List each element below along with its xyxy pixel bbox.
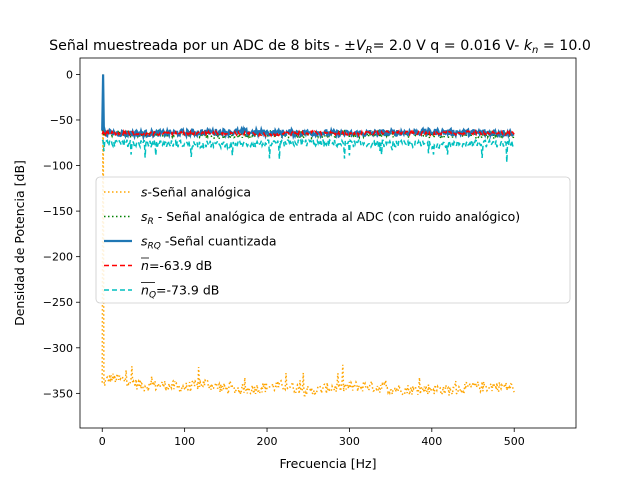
legend-label: s-Señal analógica <box>141 185 251 200</box>
legend-box <box>95 176 571 304</box>
y-tick-label: −150 <box>43 205 73 218</box>
chart-title: Señal muestreada por un ADC de 8 bits - … <box>49 38 591 56</box>
legend-label: nQ=-73.9 dB <box>141 283 219 301</box>
x-tick-label: 200 <box>257 435 278 448</box>
y-tick-label: −50 <box>50 114 73 127</box>
x-axis-label: Frecuencia [Hz] <box>280 456 377 471</box>
legend: s-Señal analógica sR - Señal analógica de… <box>95 176 571 304</box>
x-tick-label: 400 <box>421 435 442 448</box>
legend-label: sR - Señal analógica de entrada al ADC (… <box>141 209 520 227</box>
x-tick-label: 100 <box>174 435 195 448</box>
legend-label: sRQ -Señal cuantizada <box>141 234 277 252</box>
series-n <box>101 128 515 138</box>
y-tick-label: −250 <box>43 296 73 309</box>
axes-frame <box>79 57 577 429</box>
x-tick-label: 300 <box>339 435 360 448</box>
legend-label: n=-63.9 dB <box>141 258 212 273</box>
y-axis-label: Densidad de Potencia [dB] <box>12 160 27 326</box>
series-s <box>101 74 515 397</box>
y-tick-label: 0 <box>66 68 73 81</box>
y-tick-label: −100 <box>43 160 73 173</box>
x-tick-label: 0 <box>99 435 106 448</box>
ticks-layer: 0 100 200 300 400 500 0 −50 −100 −150 −200 −250 −300… <box>43 68 525 448</box>
y-tick-label: −350 <box>43 387 73 400</box>
y-tick-label: −300 <box>43 342 73 355</box>
series-nQ <box>101 137 515 163</box>
x-tick-label: 500 <box>504 435 525 448</box>
series-layer <box>101 74 515 397</box>
y-tick-label: −200 <box>43 251 73 264</box>
